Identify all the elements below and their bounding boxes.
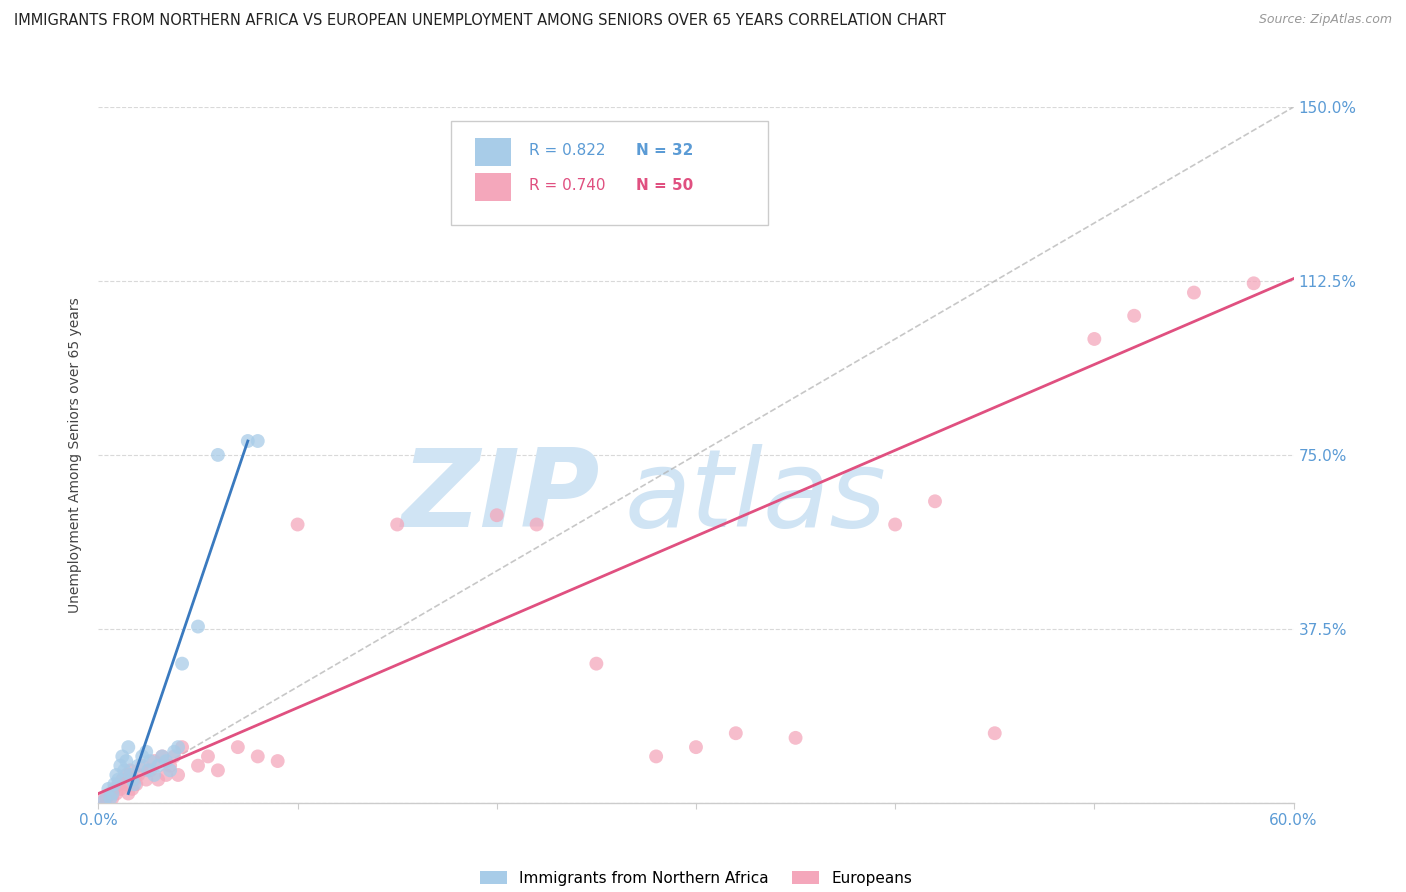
Point [101,787,124,801]
Point [136,764,159,778]
Point [485,508,508,523]
Point [187,758,209,772]
Point [107,777,129,791]
Point [101,791,124,805]
Point [267,754,290,768]
Point [112,764,135,778]
Point [112,777,135,791]
Text: Source: ZipAtlas.com: Source: ZipAtlas.com [1258,13,1392,27]
Point [93,793,115,807]
Point [585,657,607,671]
Point [226,740,249,755]
Point [131,758,153,772]
Point [724,726,747,740]
Point [197,749,219,764]
Point [287,517,309,532]
Point [143,768,166,782]
Point [685,740,707,755]
Point [1123,309,1146,323]
Point [121,772,143,787]
Point [1243,277,1265,291]
Point [105,787,128,801]
Y-axis label: Unemployment Among Seniors over 65 years: Unemployment Among Seniors over 65 years [69,297,83,613]
Point [110,781,132,796]
Point [148,758,170,772]
Point [100,787,122,801]
Point [139,754,162,768]
Text: ZIP: ZIP [402,443,600,549]
Point [127,758,149,772]
Point [121,781,143,796]
Point [155,768,177,782]
Point [131,749,153,764]
Point [124,777,146,791]
Point [207,448,229,462]
Point [103,781,125,796]
Point [120,764,142,778]
Point [107,772,129,787]
Point [924,494,946,508]
Point [984,726,1007,740]
Point [103,777,125,791]
Legend: Immigrants from Northern Africa, Europeans: Immigrants from Northern Africa, Europea… [479,871,912,886]
Point [115,768,138,782]
Point [115,754,138,768]
Point [139,764,162,778]
Point [167,768,190,782]
Point [111,749,134,764]
Point [111,772,134,787]
Point [117,740,139,755]
Point [236,434,259,448]
Point [163,749,186,764]
Point [148,772,170,787]
Point [785,731,807,745]
Point [167,740,190,755]
Point [150,749,173,764]
Point [207,764,229,778]
Point [110,758,132,772]
Point [172,740,194,755]
Point [124,772,146,787]
Text: N = 32: N = 32 [637,144,693,159]
Point [150,749,173,764]
Bar [475,173,510,201]
Point [1083,332,1105,346]
FancyBboxPatch shape [451,121,768,226]
Point [97,781,120,796]
Text: R = 0.822: R = 0.822 [529,144,605,159]
Point [159,764,181,778]
Point [135,745,157,759]
Point [1182,285,1205,300]
Point [172,657,194,671]
Point [385,517,409,532]
Point [645,749,668,764]
Bar [475,138,510,166]
Point [187,619,209,633]
Point [117,787,139,801]
Point [155,754,177,768]
Point [884,517,907,532]
Point [100,791,122,805]
Point [159,758,181,772]
Text: R = 0.740: R = 0.740 [529,178,605,194]
Point [91,793,114,807]
Point [120,768,142,782]
Text: atlas: atlas [624,444,886,549]
Text: IMMIGRANTS FROM NORTHERN AFRICA VS EUROPEAN UNEMPLOYMENT AMONG SENIORS OVER 65 Y: IMMIGRANTS FROM NORTHERN AFRICA VS EUROP… [14,13,946,29]
Point [96,791,118,805]
Point [163,745,186,759]
Point [135,772,157,787]
Point [143,754,166,768]
Point [246,749,269,764]
Text: N = 50: N = 50 [637,178,693,194]
Point [127,768,149,782]
Point [526,517,548,532]
Point [246,434,269,448]
Point [105,768,128,782]
Point [125,777,148,791]
